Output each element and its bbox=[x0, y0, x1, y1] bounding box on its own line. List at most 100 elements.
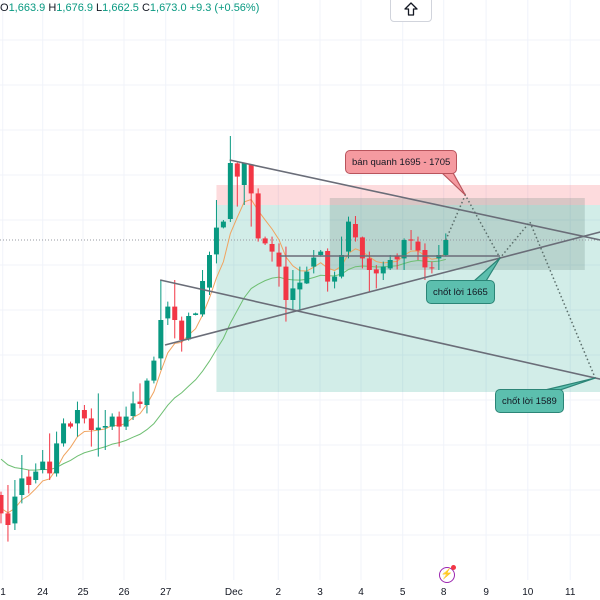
candle-down bbox=[5, 485, 11, 542]
candle-body bbox=[220, 221, 226, 228]
x-tick-label: Dec bbox=[224, 587, 243, 598]
candles bbox=[0, 136, 449, 542]
candle-body bbox=[394, 256, 400, 260]
candle-up bbox=[95, 393, 101, 457]
candle-down bbox=[366, 251, 372, 292]
sell-zone bbox=[216, 185, 600, 205]
x-tick-label: 27 bbox=[160, 587, 172, 598]
candle-body bbox=[443, 240, 449, 255]
open-value: 1,663.9 bbox=[8, 2, 46, 14]
callout-take-profit-1665[interactable]: chốt lời 1665 bbox=[426, 280, 495, 304]
candle-body bbox=[151, 360, 157, 381]
high-label: H bbox=[48, 2, 57, 14]
x-tick-label: 9 bbox=[483, 587, 489, 598]
x-tick-label: 24 bbox=[37, 587, 49, 598]
candle-up bbox=[144, 378, 150, 414]
candle-down bbox=[88, 408, 94, 447]
x-tick-label: 3 bbox=[317, 587, 323, 598]
candle-body bbox=[68, 423, 73, 427]
candle-down bbox=[255, 188, 261, 242]
candle-up bbox=[165, 301, 171, 325]
candle-body bbox=[61, 423, 67, 444]
candle-up bbox=[290, 270, 296, 310]
candle-body bbox=[165, 306, 171, 319]
candle-down bbox=[47, 433, 53, 480]
candle-down bbox=[248, 164, 254, 227]
candle-down bbox=[179, 316, 185, 352]
x-tick-label: 4 bbox=[358, 587, 364, 598]
candle-up bbox=[213, 200, 219, 264]
x-tick-label: 10 bbox=[522, 587, 534, 598]
candle-body bbox=[304, 271, 310, 284]
candle-down bbox=[429, 261, 435, 274]
candle-up bbox=[130, 391, 136, 420]
candle-up bbox=[74, 401, 80, 437]
candle-body bbox=[54, 443, 60, 474]
candle-body bbox=[290, 288, 296, 300]
candle-up bbox=[241, 162, 247, 205]
candle-body bbox=[47, 461, 53, 474]
candle-body bbox=[95, 427, 101, 430]
low-label: L bbox=[96, 2, 103, 14]
candle-up bbox=[387, 255, 393, 270]
arrow-up-icon bbox=[404, 2, 418, 16]
scroll-up-button[interactable] bbox=[390, 0, 432, 22]
candle-up bbox=[19, 455, 25, 504]
candle-body bbox=[81, 410, 87, 419]
candle-body bbox=[186, 316, 192, 340]
ascending-line[interactable] bbox=[164, 227, 600, 346]
trendlines[interactable] bbox=[159, 159, 600, 384]
candle-body bbox=[33, 471, 39, 480]
candle-up bbox=[40, 450, 46, 474]
candle-up bbox=[61, 418, 67, 447]
callout-take-profit-1589[interactable]: chốt lời 1589 bbox=[495, 389, 564, 413]
candle-down bbox=[26, 470, 32, 494]
candle-body bbox=[207, 255, 212, 288]
candle-body bbox=[123, 416, 129, 427]
candle-up bbox=[207, 251, 212, 295]
candle-down bbox=[137, 383, 143, 409]
candle-body bbox=[401, 240, 407, 259]
candle-body bbox=[26, 476, 32, 485]
candle-body bbox=[346, 221, 351, 252]
candle-body bbox=[179, 320, 185, 340]
candle-up bbox=[346, 216, 351, 259]
candle-body bbox=[213, 227, 219, 255]
x-tick-label: 5 bbox=[399, 587, 406, 598]
candle-down bbox=[172, 280, 178, 339]
candle-body bbox=[172, 306, 178, 320]
x-tick-label: 1 bbox=[0, 587, 6, 598]
x-tick-label: 8 bbox=[440, 587, 447, 598]
lower-descending-line[interactable] bbox=[159, 279, 600, 384]
candle-body bbox=[422, 250, 428, 268]
callout-sell-zone[interactable]: bán quanh 1695 - 1705 bbox=[345, 150, 458, 174]
lightning-icon[interactable]: ⚡ bbox=[439, 567, 455, 583]
range-box bbox=[329, 198, 585, 270]
upper-descending-line[interactable] bbox=[229, 159, 600, 244]
candle-body bbox=[318, 251, 324, 255]
candle-up bbox=[102, 410, 108, 450]
candle-up bbox=[123, 406, 129, 430]
candle-body bbox=[276, 252, 282, 267]
x-tick-label: 25 bbox=[77, 587, 89, 598]
candle-body bbox=[227, 163, 233, 219]
candle-down bbox=[81, 405, 87, 424]
candle-body bbox=[19, 478, 25, 495]
candle-down bbox=[116, 411, 122, 447]
high-value: 1,676.9 bbox=[56, 2, 93, 14]
candle-down bbox=[408, 230, 414, 250]
candle-body bbox=[332, 276, 338, 282]
grid bbox=[0, 0, 600, 580]
low-value: 1,662.5 bbox=[102, 2, 139, 14]
callout-text: bán quanh 1695 - 1705 bbox=[352, 156, 451, 168]
candle-body bbox=[297, 282, 303, 290]
x-tick-label: 11 bbox=[565, 587, 576, 598]
candle-body bbox=[373, 269, 379, 274]
candle-up bbox=[443, 233, 449, 257]
candle-up bbox=[311, 250, 317, 274]
candle-down bbox=[262, 236, 268, 245]
callout-text: chốt lời 1589 bbox=[502, 395, 557, 407]
candle-body bbox=[200, 281, 206, 315]
candle-down bbox=[234, 162, 240, 207]
